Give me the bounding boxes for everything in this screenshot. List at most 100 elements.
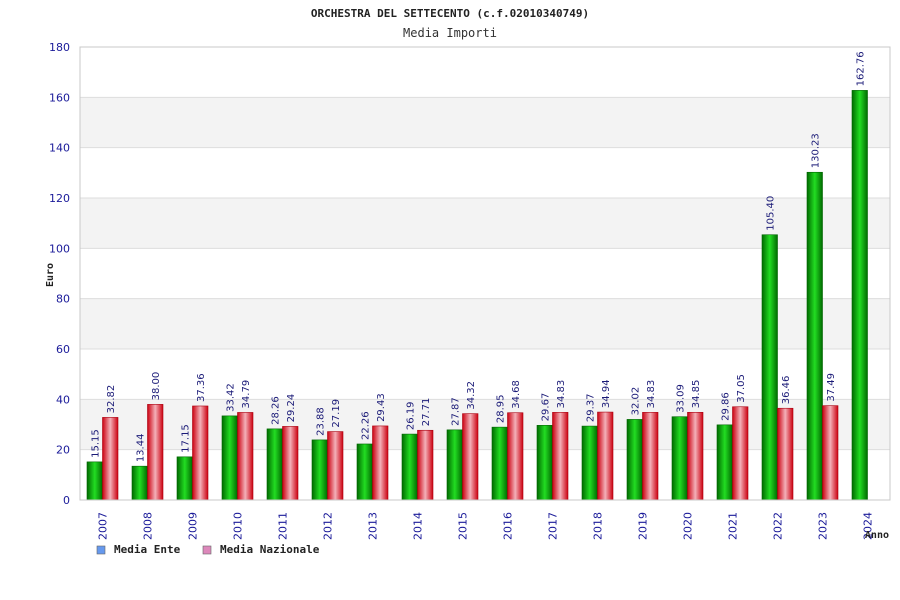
- y-tick-label: 40: [56, 393, 70, 406]
- x-tick-label: 2013: [367, 512, 380, 540]
- data-label-media-nazionale: 29.43: [376, 393, 387, 422]
- bar-media-ente: [86, 461, 103, 501]
- bar-media-ente: [356, 443, 373, 501]
- data-label-media-ente: 26.19: [406, 401, 417, 430]
- bar-media-nazionale: [372, 425, 389, 501]
- bar-media-nazionale: [687, 411, 704, 501]
- data-label-media-ente: 27.87: [451, 397, 462, 426]
- data-label-media-ente: 28.26: [271, 396, 282, 425]
- data-label-media-nazionale: 34.68: [511, 380, 522, 409]
- bar-media-ente: [491, 426, 508, 501]
- x-tick-label: 2009: [187, 512, 200, 540]
- x-tick-label: 2010: [232, 512, 245, 540]
- data-label-media-ente: 32.02: [631, 387, 642, 416]
- x-tick-label: 2021: [727, 512, 740, 540]
- bar-media-nazionale: [102, 417, 119, 501]
- plot-frame: [79, 46, 891, 501]
- grid-band: [80, 97, 890, 148]
- bar-media-nazionale: [507, 412, 524, 501]
- data-label-media-nazionale: 34.94: [601, 379, 612, 408]
- bar-media-ente: [536, 425, 553, 501]
- data-label-media-ente: 28.95: [496, 395, 507, 424]
- bar-media-ente: [851, 90, 868, 501]
- bar-media-ente: [671, 416, 688, 501]
- data-label-media-ente: 33.42: [226, 383, 237, 412]
- data-label-media-nazionale: 34.32: [466, 381, 477, 410]
- bar-media-nazionale: [777, 407, 794, 501]
- x-tick-label: 2024: [862, 512, 875, 540]
- x-tick-label: 2018: [592, 512, 605, 540]
- bar-media-ente: [311, 439, 328, 501]
- grid-band: [80, 449, 890, 500]
- data-labels: 15.15 32.82 13.44 38.00 17.15 37.36 33.42 34.79…: [91, 51, 867, 462]
- grid-band: [80, 349, 890, 400]
- x-axis-ticks: 2007 2008 2009 2010 2011 2012 2013 2014 2015 2016…: [97, 512, 875, 540]
- y-tick-label: 180: [49, 41, 70, 54]
- bars: [86, 90, 868, 501]
- data-label-media-nazionale: 29.24: [286, 394, 297, 423]
- bar-media-ente: [761, 234, 778, 501]
- legend-label: Media Ente: [114, 543, 181, 556]
- x-tick-label: 2014: [412, 512, 425, 540]
- data-label-media-ente: 162.76: [856, 51, 867, 86]
- grid-band: [80, 198, 890, 249]
- y-tick-label: 140: [49, 142, 70, 155]
- bar-media-nazionale: [192, 405, 209, 501]
- x-tick-label: 2016: [502, 512, 515, 540]
- x-tick-label: 2015: [457, 512, 470, 540]
- data-label-media-nazionale: 32.82: [106, 385, 117, 414]
- bar-media-ente: [626, 419, 643, 501]
- grid-band: [80, 399, 890, 450]
- data-label-media-nazionale: 34.79: [241, 380, 252, 409]
- grid-bands: [80, 47, 890, 500]
- x-tick-label: 2017: [547, 512, 560, 540]
- bar-media-nazionale: [732, 406, 749, 501]
- legend-swatch: [96, 545, 106, 555]
- chart-subtitle: Media Importi: [403, 26, 497, 40]
- legend-label: Media Nazionale: [220, 543, 320, 556]
- chart-title: ORCHESTRA DEL SETTECENTO (c.f.0201034074…: [311, 7, 589, 20]
- bar-media-nazionale: [237, 412, 254, 501]
- legend-swatch: [202, 545, 212, 555]
- y-axis-ticks: 0 20 40 60 80 100 120 140 160 180: [49, 41, 70, 507]
- grid-band: [80, 248, 890, 299]
- y-tick-label: 120: [49, 192, 70, 205]
- x-tick-label: 2011: [277, 512, 290, 540]
- grid-band: [80, 47, 890, 98]
- y-tick-label: 0: [63, 494, 70, 507]
- data-label-media-nazionale: 37.36: [196, 373, 207, 402]
- y-tick-label: 80: [56, 293, 70, 306]
- bar-media-ente: [401, 433, 418, 501]
- data-label-media-nazionale: 27.19: [331, 399, 342, 428]
- x-tick-label: 2020: [682, 512, 695, 540]
- data-label-media-ente: 13.44: [136, 434, 147, 463]
- bar-media-nazionale: [282, 426, 299, 501]
- data-label-media-nazionale: 27.71: [421, 398, 432, 427]
- bar-media-ente: [131, 465, 148, 501]
- data-label-media-nazionale: 34.83: [646, 380, 657, 409]
- data-label-media-ente: 17.15: [181, 424, 192, 453]
- data-label-media-ente: 23.88: [316, 407, 327, 436]
- y-tick-label: 100: [49, 242, 70, 255]
- legend: Media Ente Media Nazionale: [96, 543, 320, 556]
- bar-media-nazionale: [552, 412, 569, 501]
- bar-media-ente: [806, 171, 823, 501]
- x-tick-label: 2012: [322, 512, 335, 540]
- data-label-media-ente: 29.86: [721, 392, 732, 421]
- grid-band: [80, 298, 890, 349]
- bar-media-nazionale: [822, 405, 839, 501]
- x-axis-label: Anno: [865, 530, 889, 541]
- data-label-media-nazionale: 38.00: [151, 372, 162, 401]
- data-label-media-ente: 33.09: [676, 384, 687, 413]
- data-label-media-nazionale: 36.46: [781, 376, 792, 405]
- x-tick-label: 2008: [142, 512, 155, 540]
- data-label-media-nazionale: 34.85: [691, 380, 702, 409]
- x-tick-label: 2023: [817, 512, 830, 540]
- data-label-media-nazionale: 34.83: [556, 380, 567, 409]
- x-tick-label: 2007: [97, 512, 110, 540]
- y-tick-label: 60: [56, 343, 70, 356]
- bar-media-ente: [581, 425, 598, 501]
- bar-media-nazionale: [597, 411, 614, 501]
